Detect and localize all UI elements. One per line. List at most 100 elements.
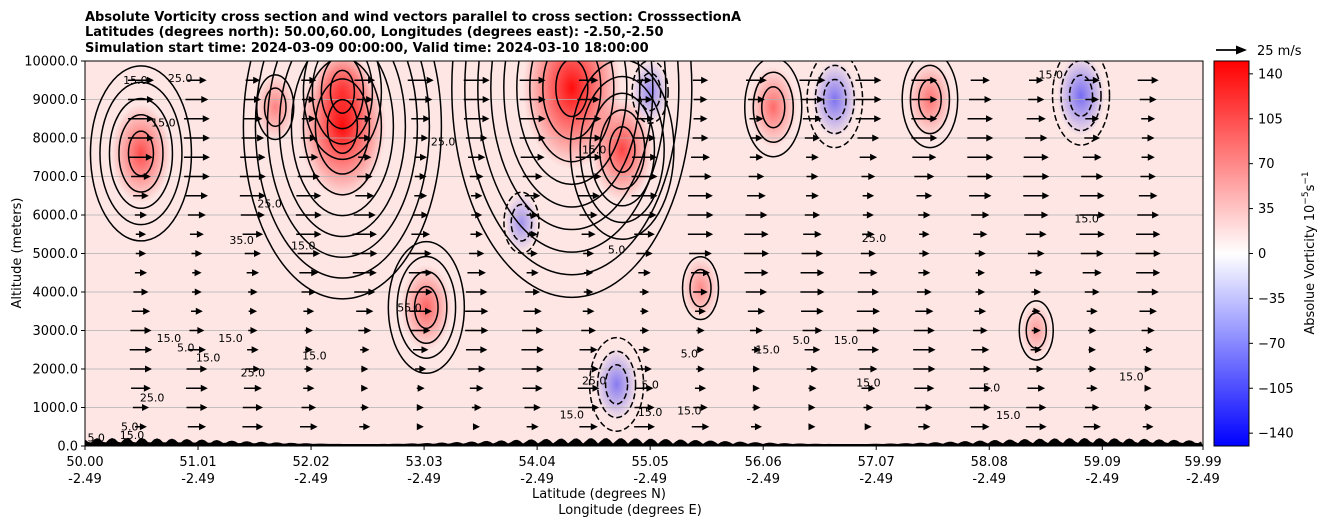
wind-vector-head bbox=[868, 250, 876, 257]
wind-vector-head bbox=[872, 346, 880, 354]
wind-vector-head bbox=[533, 404, 541, 411]
wind-vector-head bbox=[590, 346, 598, 354]
colorbar-tick-label: 35 bbox=[1258, 202, 1275, 217]
wind-vector-head bbox=[758, 192, 766, 200]
wind-vector-head bbox=[476, 384, 484, 392]
contour-label: 25.0 bbox=[257, 197, 282, 210]
contour-ring bbox=[108, 97, 174, 210]
wind-vector-head bbox=[817, 96, 825, 103]
wind-vector-head bbox=[650, 153, 658, 161]
y-tick-label: 7000.0 bbox=[33, 170, 79, 185]
contour-label: 55.0 bbox=[397, 301, 422, 314]
wind-vector-head bbox=[139, 423, 147, 431]
wind-vector-head bbox=[305, 346, 313, 354]
wind-vector-head bbox=[250, 288, 258, 296]
wind-vector-head bbox=[1033, 327, 1041, 334]
contour-label: 15.0 bbox=[755, 344, 780, 357]
contour-ring bbox=[598, 109, 646, 190]
wind-vector-head bbox=[308, 115, 316, 123]
wind-vector-head bbox=[1092, 115, 1100, 123]
wind-vector-head bbox=[594, 134, 602, 142]
wind-vector-head bbox=[1145, 346, 1153, 354]
wind-vector-head bbox=[870, 269, 878, 277]
wind-vector-head bbox=[425, 269, 433, 277]
wind-vector-head bbox=[814, 115, 822, 123]
wind-vector-head bbox=[977, 269, 985, 277]
wind-vector-head bbox=[758, 307, 766, 315]
wind-vector-head bbox=[870, 365, 878, 373]
x-tick-label-lat: 58.08 bbox=[971, 455, 1008, 470]
wind-vector-head bbox=[146, 96, 154, 103]
wind-vector-head bbox=[1152, 211, 1160, 219]
wind-vector-head bbox=[306, 365, 314, 373]
wind-vector-head bbox=[1040, 134, 1048, 142]
wind-vector-head bbox=[980, 327, 988, 334]
contour-label: 15.0 bbox=[123, 74, 148, 87]
wind-vector-head bbox=[199, 423, 207, 431]
wind-vector-head bbox=[930, 134, 938, 142]
y-axis-label: Altitude (meters) bbox=[10, 198, 25, 309]
wind-vector-head bbox=[704, 173, 712, 180]
y-tick-label: 4000.0 bbox=[33, 286, 79, 301]
wind-vector-head bbox=[1036, 76, 1044, 84]
contour-label: 25.0 bbox=[582, 374, 607, 387]
contour-ring bbox=[242, 61, 443, 300]
contour-ring bbox=[761, 85, 786, 129]
y-tick-label: 8000.0 bbox=[33, 132, 79, 147]
wind-vector-head bbox=[1089, 365, 1097, 373]
wind-vector-head bbox=[254, 250, 262, 257]
contour-labels: 15.0 25.015.015.025.035.025.015.015.05.01… bbox=[87, 68, 1143, 444]
wind-vector-head bbox=[364, 153, 372, 161]
wind-vector-head bbox=[923, 269, 931, 277]
wind-vector-head bbox=[808, 404, 816, 411]
wind-vector-head bbox=[753, 404, 761, 411]
wind-vector-head bbox=[199, 346, 207, 354]
wind-vector-head bbox=[1150, 192, 1158, 200]
wind-vector-head bbox=[643, 269, 651, 277]
wind-vector-head bbox=[200, 404, 208, 411]
wind-vector-head bbox=[923, 211, 931, 219]
wind-vector-head bbox=[1146, 423, 1154, 431]
wind-vector-head bbox=[475, 211, 483, 219]
wind-vector-head bbox=[538, 76, 546, 84]
wind-vector-head bbox=[307, 307, 315, 315]
wind-vector-head bbox=[816, 250, 824, 257]
wind-vector-head bbox=[254, 96, 262, 103]
wind-vector-head bbox=[1037, 250, 1045, 257]
wind-vector-head bbox=[872, 288, 880, 296]
wind-vector-head bbox=[416, 423, 424, 431]
contour-label: 15.0 bbox=[291, 240, 316, 253]
contour-ring bbox=[1051, 61, 1111, 146]
wind-vector-head bbox=[312, 173, 320, 180]
wind-vector-head bbox=[982, 76, 990, 84]
wind-vector-head bbox=[362, 346, 370, 354]
contour-ring bbox=[596, 350, 637, 419]
wind-vector-head bbox=[305, 327, 313, 334]
wind-vector-head bbox=[813, 134, 821, 142]
wind-vector-head bbox=[425, 288, 433, 296]
wind-vector-head bbox=[313, 250, 321, 257]
x-tick-label-lon: -2.49 bbox=[1085, 472, 1119, 487]
colorbar-tick-label: −35 bbox=[1258, 292, 1285, 307]
wind-vector-head bbox=[643, 346, 651, 354]
wind-vector-head bbox=[1041, 153, 1049, 161]
wind-vector-head bbox=[647, 115, 655, 123]
wind-vector-head bbox=[978, 288, 986, 296]
wind-vector-head bbox=[140, 211, 148, 219]
wind-vector-head bbox=[202, 115, 210, 123]
contour-ring bbox=[589, 92, 656, 207]
wind-vector-head bbox=[647, 423, 655, 431]
wind-vector-head bbox=[475, 192, 483, 200]
wind-vector-head bbox=[530, 250, 538, 257]
contour-ring bbox=[329, 69, 356, 114]
y-tick-label: 9000.0 bbox=[33, 93, 79, 108]
wind-vector-head bbox=[645, 96, 653, 103]
wind-vector-head bbox=[475, 230, 483, 238]
wind-vector-head bbox=[872, 327, 880, 334]
wind-vector-head bbox=[594, 173, 602, 180]
wind-vector-head bbox=[253, 365, 261, 373]
wind-vector-head bbox=[202, 153, 210, 161]
colorbar-label: Absolue Vorticity 10−5s−1 bbox=[1301, 171, 1318, 334]
x-axis-label-longitude: Longitude (degrees E) bbox=[558, 503, 702, 518]
vorticity-blob-3 bbox=[400, 264, 452, 351]
